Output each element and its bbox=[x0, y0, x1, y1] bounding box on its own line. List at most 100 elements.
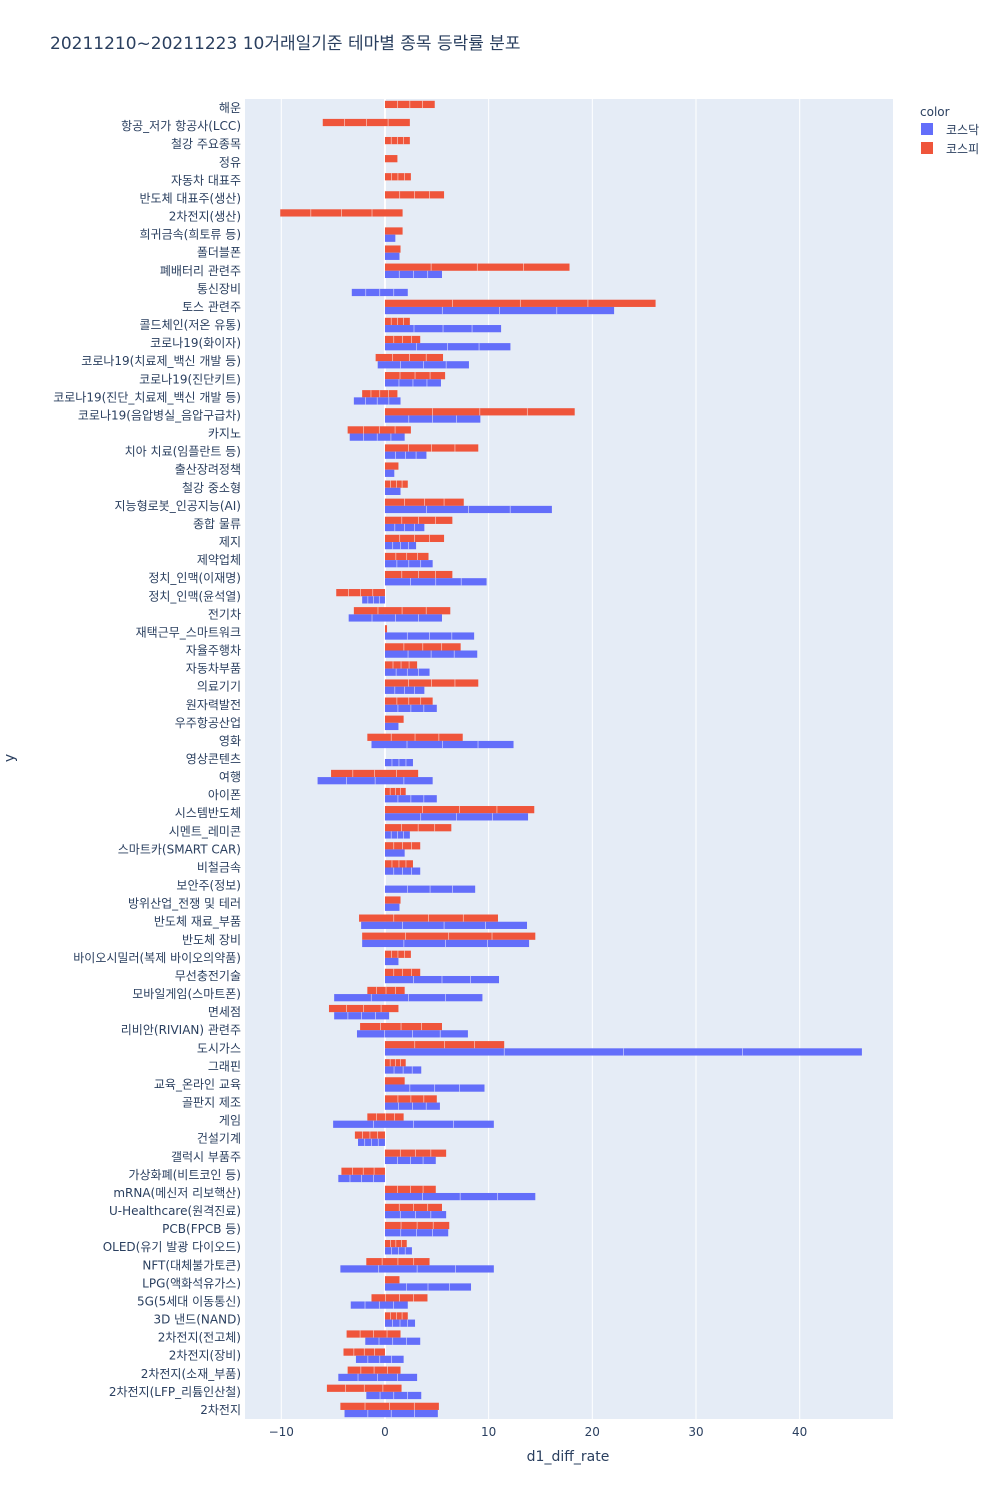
x-axis-title: d1_diff_rate bbox=[527, 1449, 610, 1465]
y-tick-label: 희귀금속(희토류 등) bbox=[140, 228, 242, 242]
y-tick-label: 2차전지(전고체) bbox=[158, 1331, 241, 1345]
legend-swatch-kosdaq bbox=[921, 123, 933, 135]
y-tick-label: 콜드체인(저온 유통) bbox=[140, 318, 242, 332]
bar-kospi bbox=[384, 1276, 400, 1284]
y-axis-title: y bbox=[2, 754, 18, 762]
bar-kospi bbox=[384, 1077, 405, 1085]
y-tick-label: 2차전지(LFP_리튬인산철) bbox=[109, 1385, 241, 1399]
y-tick-label: 면세점 bbox=[208, 1005, 241, 1019]
x-tick-label: 20 bbox=[585, 1425, 600, 1439]
y-tick-label: 자동차 대표주 bbox=[171, 173, 241, 187]
y-tick-label: 카지노 bbox=[208, 427, 241, 441]
legend-label-kospi: 코스피 bbox=[946, 142, 979, 156]
x-tick-label: −10 bbox=[269, 1425, 294, 1439]
x-tick-label: 10 bbox=[481, 1425, 496, 1439]
y-tick-label: U-Healthcare(원격진료) bbox=[109, 1204, 241, 1218]
y-tick-label: LPG(액화석유가스) bbox=[142, 1276, 241, 1290]
y-tick-label: 항공_저가 항공사(LCC) bbox=[121, 119, 241, 133]
y-tick-label: 영상콘텐츠 bbox=[186, 752, 241, 766]
y-tick-label: 건설기계 bbox=[197, 1132, 241, 1146]
bar-kosdaq bbox=[384, 957, 399, 966]
y-tick-label: 아이폰 bbox=[208, 788, 241, 802]
chart-title: 20211210~20211223 10거래일기준 테마별 종목 등락률 분포 bbox=[50, 34, 521, 54]
legend: color 코스닥 코스피 bbox=[920, 105, 979, 156]
bar-kosdaq bbox=[384, 252, 400, 260]
y-tick-label: 5G(5세대 이동통신) bbox=[137, 1294, 241, 1308]
y-tick-label: 게임 bbox=[219, 1114, 241, 1128]
y-tick-label: 정치_인맥(윤석열) bbox=[148, 589, 241, 603]
y-tick-label: 폐배터리 관련주 bbox=[160, 264, 241, 278]
y-tick-label: 폴더블폰 bbox=[197, 246, 241, 260]
y-tick-label: 방위산업_전쟁 및 테러 bbox=[128, 897, 241, 911]
y-tick-label: 코로나19(치료제_백신 개발 등) bbox=[81, 354, 241, 368]
y-tick-label: 우주항공산업 bbox=[175, 716, 241, 730]
bar-kosdaq bbox=[384, 469, 395, 477]
y-tick-label: 영화 bbox=[219, 734, 241, 748]
y-tick-label: PCB(FPCB 등) bbox=[162, 1222, 241, 1236]
y-tick-label: 지능형로봇_인공지능(AI) bbox=[115, 499, 241, 513]
bar-kosdaq bbox=[384, 849, 405, 857]
y-tick-label: 여행 bbox=[219, 769, 241, 784]
legend-label-kosdaq: 코스닥 bbox=[946, 123, 979, 137]
y-tick-label: 2차전지(장비) bbox=[169, 1349, 241, 1363]
bar-kosdaq bbox=[384, 487, 401, 495]
y-tick-label: 코로나19(진단키트) bbox=[139, 372, 241, 386]
y-tick-label: 그래핀 bbox=[208, 1059, 241, 1073]
y-tick-label: 철강 주요종목 bbox=[171, 137, 241, 151]
y-tick-label: 반도체 대표주(생산) bbox=[140, 191, 242, 205]
y-tick-label: 2차전지(생산) bbox=[169, 210, 241, 224]
plot-area bbox=[245, 99, 893, 1419]
y-tick-label: NFT(대체불가토큰) bbox=[142, 1258, 241, 1272]
legend-swatch-kospi bbox=[921, 142, 933, 154]
y-tick-label: 종합 물류 bbox=[193, 517, 241, 531]
y-tick-label: 반도체 재료_부품 bbox=[154, 915, 241, 929]
bar-kospi bbox=[384, 715, 404, 723]
y-tick-label: 자동차부품 bbox=[186, 662, 241, 676]
y-tick-label: 자율주행차 bbox=[186, 643, 241, 658]
y-tick-label: 정유 bbox=[219, 155, 241, 169]
y-tick-label: 반도체 장비 bbox=[182, 933, 241, 947]
y-tick-label: 원자력발전 bbox=[186, 698, 241, 712]
y-tick-label: 정치_인맥(이재명) bbox=[148, 571, 241, 585]
bar-kospi bbox=[384, 155, 398, 163]
x-tick-labels: −10 0 10 20 30 40 bbox=[269, 1425, 808, 1439]
y-tick-label: 골판지 제조 bbox=[182, 1096, 241, 1110]
x-tick-label: 0 bbox=[381, 1425, 389, 1439]
x-tick-label: 40 bbox=[792, 1425, 807, 1439]
bar-kosdaq bbox=[384, 903, 400, 911]
y-tick-label: 모바일게임(스마트폰) bbox=[132, 987, 241, 1001]
y-tick-label: mRNA(메신저 리보핵산) bbox=[113, 1186, 241, 1200]
y-tick-label: 출산장려정책 bbox=[175, 462, 241, 477]
y-tick-label: 토스 관련주 bbox=[182, 300, 241, 314]
bar-kospi bbox=[384, 462, 399, 470]
bar-kosdaq bbox=[384, 722, 399, 731]
y-tick-label: 전기차 bbox=[208, 607, 241, 621]
y-tick-label: 바이오시밀러(복제 바이오의약품) bbox=[73, 950, 241, 965]
y-tick-label: 무선충전기술 bbox=[175, 969, 241, 983]
legend-title: color bbox=[920, 105, 950, 119]
bar-kospi bbox=[384, 625, 388, 633]
legend-item-kospi[interactable]: 코스피 bbox=[921, 142, 979, 156]
bar-kosdaq bbox=[384, 234, 396, 242]
y-tick-label: 철강 중소형 bbox=[182, 481, 241, 495]
y-tick-label: 스마트카(SMART CAR) bbox=[118, 842, 241, 856]
y-tick-label: 해운 bbox=[219, 101, 241, 115]
y-tick-label: 재택근무_스마트워크 bbox=[136, 625, 241, 639]
y-tick-label: 코로나19(화이자) bbox=[150, 336, 241, 350]
bar-kospi bbox=[384, 245, 401, 253]
y-tick-label: 2차전지(소재_부품) bbox=[141, 1367, 241, 1381]
y-tick-label: 코로나19(음압병실_음압구급차) bbox=[78, 408, 241, 422]
bars-layer bbox=[280, 100, 862, 1418]
y-tick-label: 가상화폐(비트코인 등) bbox=[128, 1168, 241, 1182]
legend-item-kosdaq[interactable]: 코스닥 bbox=[921, 123, 979, 137]
y-tick-label: 시스템반도체 bbox=[175, 806, 241, 820]
y-tick-label: 리비안(RIVIAN) 관련주 bbox=[121, 1023, 241, 1037]
y-tick-label: OLED(유기 발광 다이오드) bbox=[103, 1240, 241, 1254]
y-tick-label: 통신장비 bbox=[197, 282, 241, 296]
y-tick-label: 제약업체 bbox=[197, 552, 241, 567]
bar-kospi bbox=[384, 896, 401, 904]
y-tick-label: 2차전지 bbox=[200, 1403, 241, 1417]
y-tick-label: 교육_온라인 교육 bbox=[154, 1077, 241, 1091]
